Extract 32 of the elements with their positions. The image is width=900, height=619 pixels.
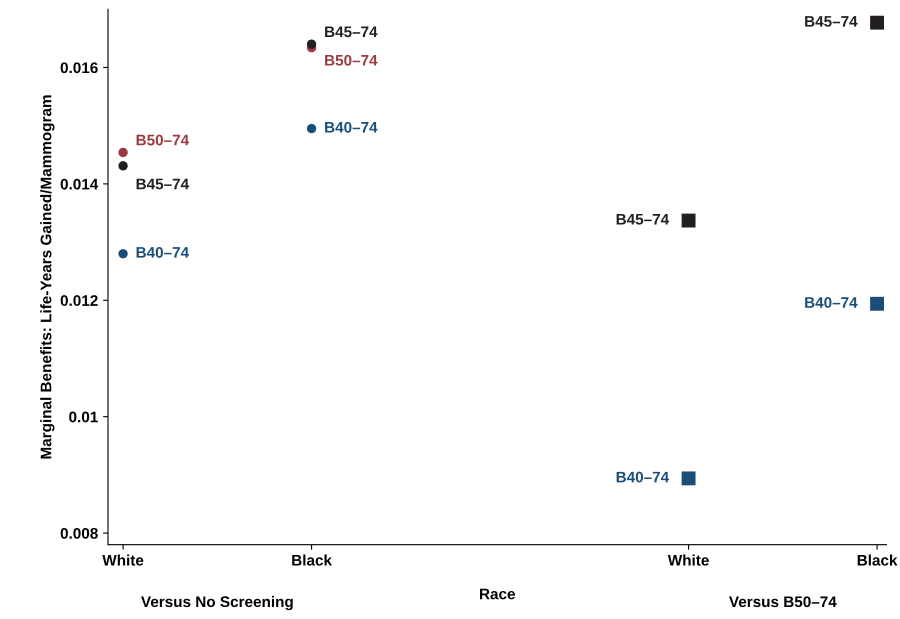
point [118,161,128,170]
y-tick-label: 0.008 [60,528,98,539]
y-tick-label: 0.01 [69,412,98,422]
y-tick-label: 0.012 [60,295,98,306]
y-tick-label: 0.016 [60,62,98,74]
point [870,16,884,30]
point [870,296,884,311]
x-tick-label: Black [292,554,332,566]
point [682,214,696,228]
point [118,148,128,158]
x-axis-title: Race [480,588,515,600]
text: B40–74 [805,297,858,308]
y-tick-label: 0.014 [60,178,98,190]
series-label: B45–74 [325,26,378,38]
series-label: B40–74 [136,247,190,258]
text: Versus B50–74 [728,596,837,608]
x-tick-label: Black [858,554,898,566]
text: B45–74 [805,16,858,27]
text: B50–74 [325,54,378,66]
text: Versus No Screening [141,596,293,610]
series-label: B50–74 [136,134,190,146]
point [306,124,316,134]
text: B45–74 [136,178,190,190]
point [306,40,316,49]
x-tick-label: White [668,554,709,566]
x-tick-label: White [102,554,144,566]
point [118,249,128,258]
text: B40–74 [325,122,378,133]
y-axis-title: Marginal Benefits: Life-Years Gained/Mammogram [40,95,54,459]
series-label: B40–74 [616,472,670,482]
point [682,471,696,486]
series-label: B45–74 [616,214,670,225]
